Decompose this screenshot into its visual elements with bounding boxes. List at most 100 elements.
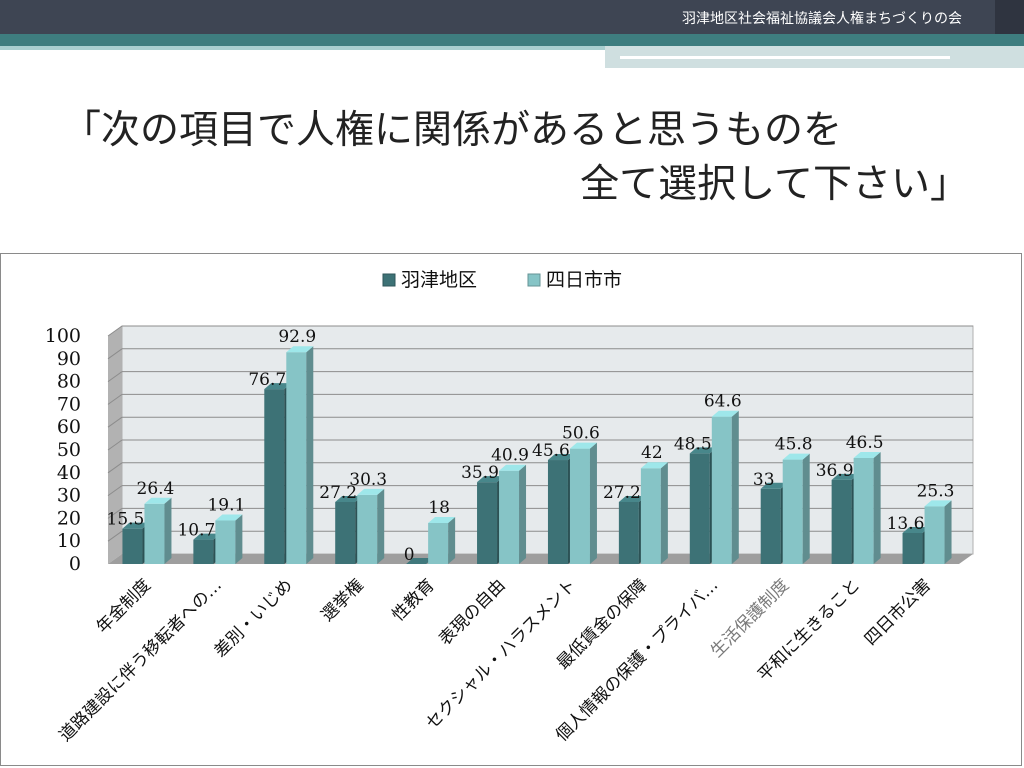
bar-side bbox=[589, 442, 597, 564]
y-tick-label: 100 bbox=[45, 325, 81, 347]
bar-front bbox=[122, 528, 143, 564]
bar-top bbox=[477, 476, 505, 483]
bar-front bbox=[193, 539, 214, 564]
bar-side bbox=[660, 462, 668, 564]
bar-front bbox=[264, 389, 285, 564]
data-label: 36.9 bbox=[816, 461, 854, 481]
y-tick-label: 70 bbox=[57, 393, 81, 415]
legend-label: 羽津地区 bbox=[401, 269, 477, 291]
data-label: 0 bbox=[404, 545, 415, 565]
data-label: 48.5 bbox=[674, 434, 712, 454]
data-label: 50.6 bbox=[562, 424, 600, 444]
bar-front bbox=[760, 488, 781, 564]
data-label: 33 bbox=[753, 470, 775, 490]
gridline-side bbox=[107, 439, 123, 451]
gridline-side bbox=[107, 530, 123, 542]
bar-front bbox=[428, 522, 449, 564]
gridline-side bbox=[107, 371, 123, 383]
bar-top bbox=[215, 514, 243, 521]
bar-front bbox=[547, 460, 568, 564]
data-label: 19.1 bbox=[207, 495, 245, 515]
gridline-side bbox=[107, 416, 123, 428]
x-category-label: 四日市公害 bbox=[861, 575, 935, 649]
bar-side bbox=[873, 451, 881, 564]
legend-label: 四日市市 bbox=[546, 269, 622, 291]
gridline-side bbox=[107, 507, 123, 519]
bar-front bbox=[853, 457, 874, 564]
y-tick-label: 10 bbox=[57, 530, 81, 552]
bar-top bbox=[547, 454, 575, 461]
x-category-label: 表現の自由 bbox=[435, 575, 509, 649]
bar-front bbox=[215, 520, 236, 564]
bar-top bbox=[760, 482, 788, 489]
top-bar-tab bbox=[995, 0, 1024, 34]
data-label: 26.4 bbox=[137, 479, 175, 499]
data-label: 35.9 bbox=[461, 463, 499, 483]
bar-top bbox=[924, 500, 952, 507]
bar-top bbox=[428, 516, 456, 523]
bar-side bbox=[377, 488, 385, 564]
data-label: 10.7 bbox=[177, 521, 215, 541]
data-label: 27.2 bbox=[319, 483, 357, 503]
slide-title-line-2: 全て選択して下さい」 bbox=[580, 162, 969, 207]
y-tick-label: 60 bbox=[57, 416, 81, 438]
data-label: 92.9 bbox=[278, 327, 316, 347]
gridline-side bbox=[107, 325, 123, 337]
data-label: 27.2 bbox=[603, 483, 641, 503]
bar-front bbox=[499, 470, 520, 564]
bar-side bbox=[944, 500, 952, 564]
bar-top bbox=[640, 462, 668, 469]
bar-top bbox=[689, 447, 717, 454]
bar-side bbox=[306, 346, 314, 564]
x-category-label: 年金制度 bbox=[93, 575, 155, 637]
data-label: 45.6 bbox=[532, 441, 570, 461]
x-category-label: 選挙権 bbox=[318, 575, 368, 625]
organization-name: 羽津地区社会福祉協議会人権まちづくりの会 bbox=[682, 11, 962, 27]
y-tick-label: 50 bbox=[57, 439, 81, 461]
bar-top bbox=[357, 488, 385, 495]
bar-top bbox=[193, 533, 221, 540]
data-label: 13.6 bbox=[887, 514, 925, 534]
data-label: 30.3 bbox=[349, 470, 387, 490]
data-label: 64.6 bbox=[704, 392, 742, 412]
data-label: 40.9 bbox=[491, 446, 529, 466]
bar-front bbox=[689, 453, 710, 564]
y-tick-label: 0 bbox=[69, 553, 81, 575]
data-label: 45.8 bbox=[775, 435, 813, 455]
y-tick-label: 30 bbox=[57, 485, 81, 507]
bar-side bbox=[731, 410, 739, 564]
legend-swatch bbox=[382, 273, 396, 287]
data-label: 76.7 bbox=[248, 370, 286, 390]
bar-front bbox=[640, 468, 661, 564]
bar-side bbox=[802, 453, 810, 564]
header-stripe-accent bbox=[620, 56, 950, 59]
bar-top bbox=[853, 451, 881, 458]
bar-top bbox=[264, 383, 292, 390]
bar-top bbox=[144, 497, 172, 504]
data-label: 46.5 bbox=[846, 433, 884, 453]
x-category-label: 性教育 bbox=[388, 575, 438, 625]
bar-top bbox=[618, 495, 646, 502]
gridline-side bbox=[107, 462, 123, 474]
bar-side bbox=[519, 464, 527, 564]
chart-floor bbox=[108, 554, 973, 564]
gridline-side bbox=[107, 348, 123, 360]
y-tick-label: 20 bbox=[57, 507, 81, 529]
bar-front bbox=[924, 506, 945, 564]
bar-front bbox=[831, 479, 852, 564]
bar-side bbox=[164, 497, 172, 564]
y-tick-label: 90 bbox=[57, 348, 81, 370]
bar-top bbox=[831, 473, 859, 480]
bar-side bbox=[235, 514, 243, 564]
y-tick-label: 40 bbox=[57, 462, 81, 484]
data-label: 25.3 bbox=[917, 481, 955, 501]
bar-front bbox=[335, 501, 356, 564]
data-label: 15.5 bbox=[107, 510, 145, 530]
gridline-side bbox=[107, 485, 123, 497]
bar-side bbox=[448, 516, 456, 564]
y-tick-label: 80 bbox=[57, 371, 81, 393]
bar-front bbox=[286, 352, 307, 564]
bar-front bbox=[711, 416, 732, 564]
bar-top bbox=[122, 522, 150, 529]
